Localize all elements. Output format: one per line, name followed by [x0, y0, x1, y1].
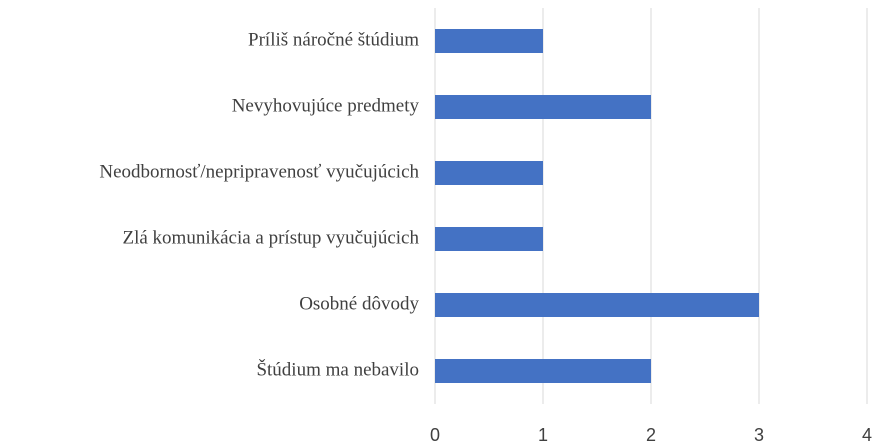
y-tick-label: Nevyhovujúce predmety: [232, 95, 420, 116]
bar: [435, 359, 651, 383]
y-tick-label: Štúdium ma nebavilo: [256, 358, 419, 380]
x-tick-label: 1: [538, 425, 548, 445]
bar: [435, 293, 759, 317]
y-tick-label: Príliš náročné štúdium: [248, 29, 419, 50]
x-tick-label: 4: [862, 425, 872, 445]
y-tick-label: Neodbornosť/nepripravenosť vyučujúcich: [99, 161, 419, 182]
bar: [435, 161, 543, 185]
bar: [435, 95, 651, 119]
x-tick-label: 3: [754, 425, 764, 445]
bar: [435, 29, 543, 53]
y-tick-label: Zlá komunikácia a prístup vyučujúcich: [122, 227, 419, 248]
x-tick-label: 0: [430, 425, 440, 445]
bar: [435, 227, 543, 251]
y-tick-label: Osobné dôvody: [299, 293, 419, 314]
x-tick-label: 2: [646, 425, 656, 445]
